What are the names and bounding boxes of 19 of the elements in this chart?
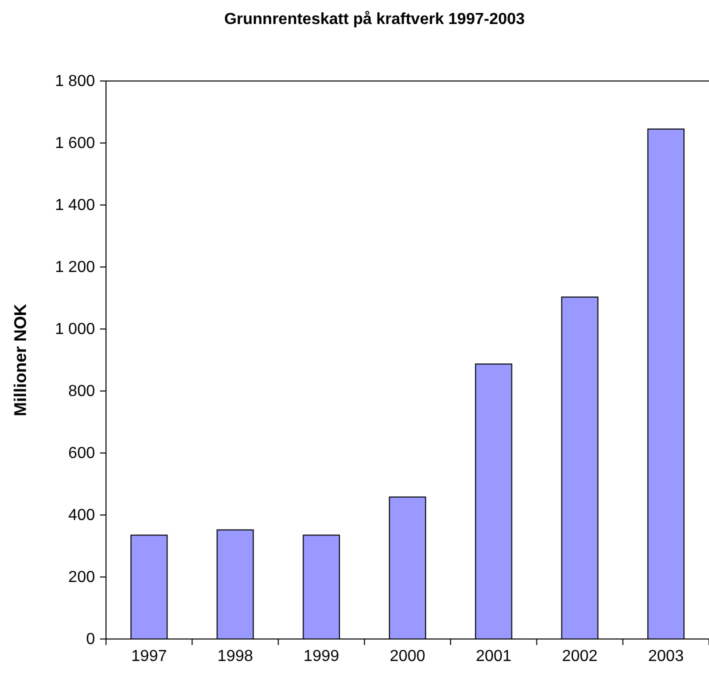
y-tick-label: 1 800 xyxy=(54,73,96,90)
y-tick-label: 1 400 xyxy=(54,197,96,214)
y-tick-label: 0 xyxy=(86,631,96,648)
y-tick-label: 1 000 xyxy=(54,321,96,338)
x-tick-label: 2000 xyxy=(390,648,426,666)
y-axis-title: Millioner NOK xyxy=(11,303,30,416)
y-tick-label: 800 xyxy=(68,383,96,400)
x-tick-label: 1999 xyxy=(304,648,340,666)
x-tick-label: 1998 xyxy=(217,648,254,666)
y-tick-label: 1 200 xyxy=(54,259,96,276)
y-tick-label: 200 xyxy=(68,569,96,586)
y-tick-label: 600 xyxy=(68,445,96,462)
y-tick-label: 1 600 xyxy=(54,135,96,152)
x-tick-label: 1997 xyxy=(131,648,167,666)
chart-title: Grunnrenteskatt på kraftverk 1997-2003 xyxy=(224,10,525,28)
x-tick-label: 2002 xyxy=(562,648,598,666)
x-tick-label: 2001 xyxy=(476,648,512,666)
y-tick-label: 400 xyxy=(68,507,96,524)
x-tick-label: 2003 xyxy=(648,648,684,666)
